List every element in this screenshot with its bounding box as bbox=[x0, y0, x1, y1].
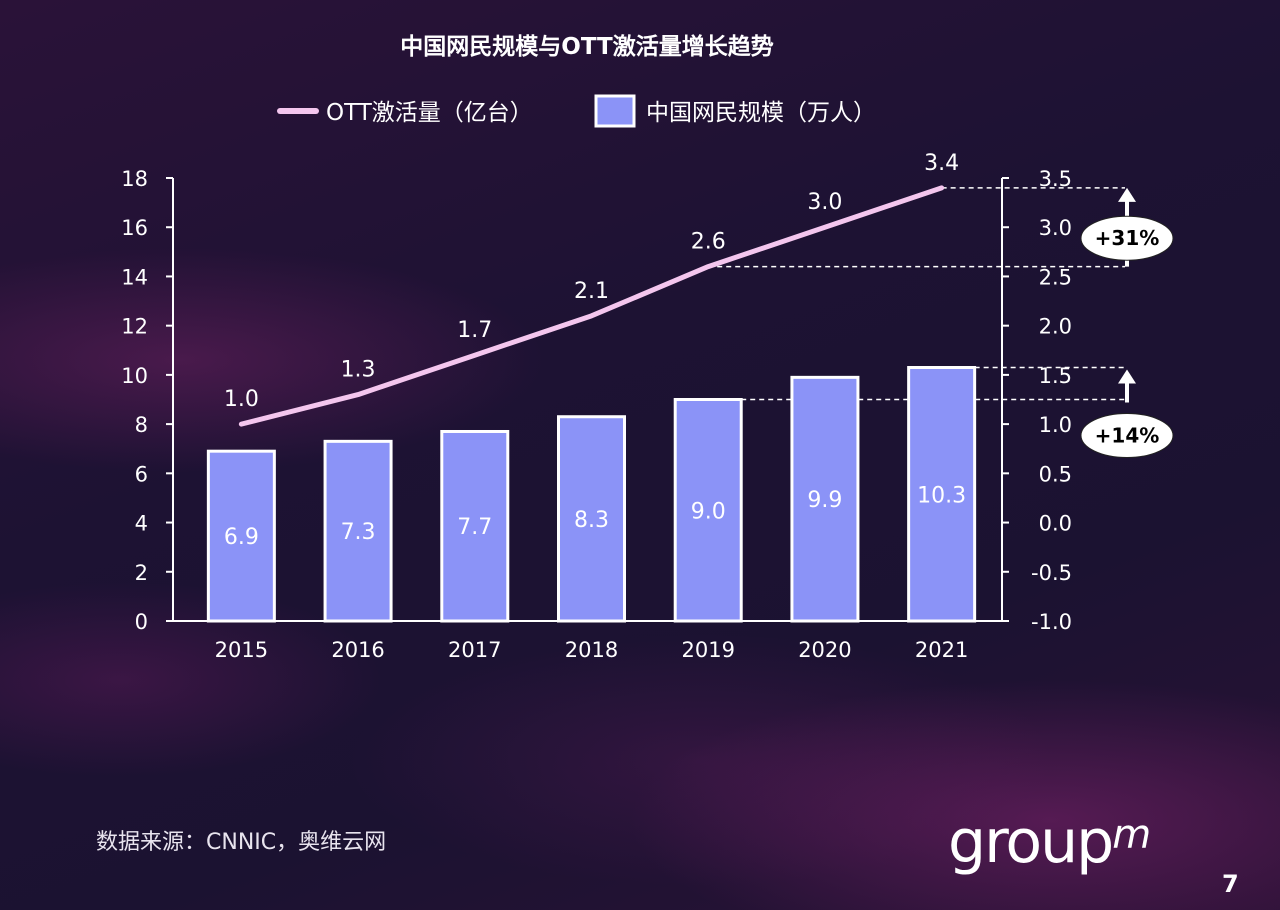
x-axis-ticks: 2015 2016 2017 2018 2019 2020 2021 bbox=[215, 638, 969, 662]
x-tick-label: 2019 bbox=[681, 638, 734, 662]
bar-value-label: 6.9 bbox=[224, 525, 259, 550]
arrow-up-icon bbox=[1118, 369, 1136, 384]
bar-value-label: 10.3 bbox=[917, 483, 966, 508]
bar bbox=[790, 375, 860, 623]
x-tick-label: 2021 bbox=[915, 638, 968, 662]
growth-badge bbox=[1080, 413, 1174, 458]
growth-annotations: +31% +14% bbox=[1080, 187, 1174, 458]
bar bbox=[673, 398, 743, 623]
left-tick-label: 0 bbox=[135, 610, 148, 634]
right-tick-label: 0.0 bbox=[1039, 512, 1072, 536]
x-tick-label: 2018 bbox=[565, 638, 618, 662]
groupm-logo: groupm bbox=[948, 807, 1151, 877]
line-value-label: 1.0 bbox=[224, 387, 259, 412]
left-tick-label: 12 bbox=[121, 315, 148, 339]
legend-label-ott: OTT激活量（亿台） bbox=[326, 100, 533, 126]
line-value-label: 3.0 bbox=[807, 190, 842, 215]
chart-title: 中国网民规模与OTT激活量增长趋势 bbox=[400, 33, 773, 60]
right-tick-label: 2.0 bbox=[1039, 315, 1072, 339]
right-tick-label: 2.5 bbox=[1039, 265, 1072, 289]
ott-line bbox=[238, 185, 945, 427]
growth-badge-label: +14% bbox=[1095, 424, 1160, 448]
legend: OTT激活量（亿台） 中国网民规模（万人） bbox=[277, 94, 876, 128]
left-tick-label: 16 bbox=[121, 216, 148, 240]
legend-label-netizens: 中国网民规模（万人） bbox=[646, 100, 876, 126]
line-value-label: 2.1 bbox=[574, 279, 609, 304]
right-tick-label: 0.5 bbox=[1039, 462, 1072, 486]
bar bbox=[206, 449, 276, 623]
left-tick-label: 4 bbox=[135, 512, 148, 536]
growth-badge-label: +31% bbox=[1095, 226, 1160, 250]
line-value-label: 1.7 bbox=[457, 318, 492, 343]
bar-value-label: 9.9 bbox=[807, 488, 842, 513]
bar-value-label: 7.3 bbox=[341, 520, 376, 545]
x-tick-label: 2017 bbox=[448, 638, 501, 662]
x-tick-label: 2020 bbox=[798, 638, 851, 662]
x-tick-label: 2015 bbox=[215, 638, 268, 662]
bar-value-label: 7.7 bbox=[457, 515, 492, 540]
page-number: 7 bbox=[1222, 870, 1239, 898]
bar bbox=[557, 415, 626, 623]
right-tick-label: -1.0 bbox=[1031, 610, 1072, 634]
left-tick-label: 2 bbox=[135, 561, 148, 585]
bar bbox=[440, 429, 510, 623]
growth-badge bbox=[1080, 215, 1174, 261]
x-tick-label: 2016 bbox=[331, 638, 384, 662]
bar-series: 6.9 7.3 7.7 8.3 9.0 9.9 10.3 bbox=[206, 366, 977, 623]
left-tick-label: 6 bbox=[135, 462, 148, 486]
left-tick-label: 18 bbox=[121, 167, 148, 191]
arrow-up-icon bbox=[1118, 187, 1136, 202]
right-axis-ticks: -1.0-0.50.00.51.01.52.02.53.03.5 bbox=[1002, 167, 1072, 634]
source-note: 数据来源：CNNIC，奥维云网 bbox=[96, 830, 387, 855]
line-value-label: 3.4 bbox=[924, 151, 959, 176]
bar bbox=[907, 366, 977, 623]
legend-bar-swatch bbox=[594, 94, 636, 128]
left-tick-label: 8 bbox=[135, 413, 148, 437]
line-value-label: 1.3 bbox=[341, 358, 376, 383]
right-tick-label: 3.5 bbox=[1039, 167, 1072, 191]
left-tick-label: 10 bbox=[121, 364, 148, 388]
right-tick-label: 3.0 bbox=[1039, 216, 1072, 240]
bar-value-label: 9.0 bbox=[691, 499, 726, 524]
bar-value-label: 8.3 bbox=[574, 508, 609, 533]
left-axis-ticks: 0 2 4 6 8 10 12 14 16 18 bbox=[121, 167, 173, 634]
right-tick-label: 1.0 bbox=[1039, 413, 1072, 437]
right-tick-label: -0.5 bbox=[1031, 561, 1072, 585]
bar bbox=[323, 439, 393, 623]
line-value-label: 2.6 bbox=[691, 230, 726, 255]
line-series: 1.0 1.3 1.7 2.1 2.6 3.0 3.4 bbox=[224, 151, 959, 427]
left-tick-label: 14 bbox=[121, 265, 148, 289]
